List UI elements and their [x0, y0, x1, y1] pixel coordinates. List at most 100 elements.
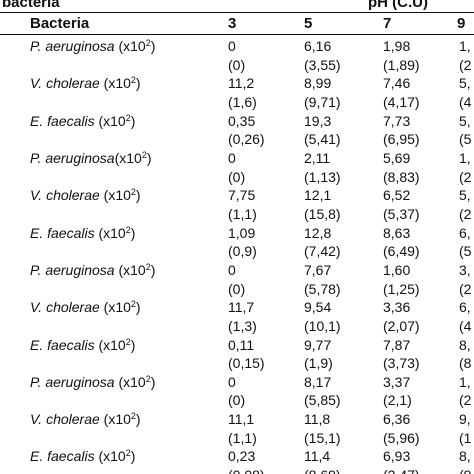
value-cell-ph-3: (1,3)	[228, 317, 257, 334]
value-cell-ph-3: 11,1	[228, 411, 255, 428]
table-row: E. faecalis (x102) 0,11 9,77 7,87 8,	[0, 336, 474, 355]
unit-exponent: 2	[125, 112, 131, 123]
unit-prefix: (x10	[94, 336, 126, 353]
table-body: P. aeruginosa (x102) 0 6,16 1,98 1, (0) (3,55)…	[0, 37, 474, 474]
value-cell-ph-3: 1,09	[228, 224, 256, 241]
species-name: P. aeruginosa	[30, 373, 115, 390]
unit-exponent: 2	[130, 411, 136, 422]
table-row: E. faecalis (x102) 0,35 19,3 7,73 5,	[0, 112, 474, 131]
value-cell-ph-7: (3,73)	[383, 355, 420, 372]
value-cell-ph-9: 8,	[459, 336, 471, 353]
value-cell-ph-7: (5,96)	[383, 429, 420, 446]
species-name: V. cholerae	[30, 411, 100, 428]
unit-prefix: (x10	[114, 373, 146, 390]
unit-close: )	[130, 336, 136, 353]
bacteria-name-cell: E. faecalis (x102)	[30, 336, 135, 354]
value-cell-ph-3: (0)	[228, 392, 246, 409]
value-cell-ph-9: (4	[459, 93, 472, 110]
value-cell-ph-5: 6,16	[304, 38, 332, 54]
value-cell-ph-7: 3,37	[383, 373, 411, 390]
table-row: (0,08) (8,69) (2,47) (9	[0, 466, 474, 474]
value-cell-ph-5: 2,11	[304, 149, 331, 166]
table-header: Bacteria 3 5 7 9	[0, 13, 474, 34]
unit-exponent: 2	[145, 38, 151, 48]
table-row: (1,1) (15,8) (5,37) (2	[0, 205, 474, 224]
unit-exponent: 2	[125, 448, 131, 459]
value-cell-ph-5: (5,78)	[304, 280, 341, 297]
value-cell-ph-9: (4	[459, 317, 472, 334]
bacteria-name-cell: V. cholerae (x102)	[30, 186, 141, 204]
unit-close: )	[130, 224, 136, 241]
unit-exponent: 2	[125, 336, 131, 347]
table-row: P. aeruginosa(x102) 0 2,11 5,69 1,	[0, 149, 474, 168]
unit-exponent: 2	[125, 224, 131, 235]
unit-close: )	[146, 149, 152, 166]
value-cell-ph-9: 5,	[459, 75, 471, 92]
species-name: E. faecalis	[30, 448, 95, 465]
value-cell-ph-5: (3,55)	[304, 56, 341, 73]
value-cell-ph-9: 1,	[459, 149, 471, 166]
value-cell-ph-3: (0,08)	[228, 466, 265, 474]
value-cell-ph-9: 5,	[459, 187, 471, 204]
value-cell-ph-9: 1,	[459, 38, 471, 54]
value-cell-ph-7: 6,93	[383, 448, 411, 465]
value-cell-ph-3: 11,2	[228, 75, 255, 92]
value-cell-ph-7: (2,47)	[383, 466, 420, 474]
value-cell-ph-9: (2	[459, 205, 472, 222]
unit-exponent: 2	[145, 261, 151, 272]
value-cell-ph-7: 3,36	[383, 299, 411, 316]
unit-exponent: 2	[141, 149, 147, 160]
table-row: P. aeruginosa (x102) 0 8,17 3,37 1,	[0, 373, 474, 392]
species-name: V. cholerae	[30, 75, 100, 92]
bacteria-name-cell: P. aeruginosa(x102)	[30, 149, 152, 167]
value-cell-ph-5: 19,3	[304, 112, 332, 129]
value-cell-ph-9: 8,	[459, 448, 471, 465]
table-row: V. cholerae (x102) 7,75 12,1 6,52 5,	[0, 186, 474, 205]
bacteria-name-cell: V. cholerae (x102)	[30, 298, 141, 316]
unit-close: )	[130, 448, 136, 465]
table-row: V. cholerae (x102) 11,7 9,54 3,36 6,	[0, 298, 474, 317]
value-cell-ph-5: 8,17	[304, 373, 332, 390]
species-name: P. aeruginosa	[30, 261, 115, 278]
unit-prefix: (x10	[99, 187, 131, 204]
unit-prefix: (x10	[94, 448, 126, 465]
table-row: (1,3) (10,1) (2,07) (4	[0, 317, 474, 336]
value-cell-ph-5: 9,54	[304, 299, 332, 316]
unit-close: )	[150, 38, 156, 54]
top-rule	[0, 12, 474, 13]
value-cell-ph-3: 11,7	[228, 299, 255, 316]
value-cell-ph-9: (2	[459, 168, 472, 185]
unit-close: )	[135, 411, 141, 428]
unit-exponent: 2	[130, 187, 136, 198]
table-row: E. faecalis (x102) 0,23 11,4 6,93 8,	[0, 447, 474, 466]
value-cell-ph-7: (8,83)	[383, 168, 420, 185]
value-cell-ph-9: (9	[459, 466, 471, 474]
caption-bacteria: bacteria	[2, 0, 60, 11]
value-cell-ph-7: 1,98	[383, 38, 411, 54]
value-cell-ph-3: 0	[228, 38, 236, 54]
species-name: E. faecalis	[30, 224, 95, 241]
table-row: (0) (3,55) (1,89) (2	[0, 56, 474, 75]
value-cell-ph-5: 12,1	[304, 187, 332, 204]
unit-prefix: (x10	[99, 411, 131, 428]
value-cell-ph-9: (8	[459, 355, 472, 372]
value-cell-ph-9: 9,	[459, 411, 471, 428]
value-cell-ph-3: 0,23	[228, 448, 256, 465]
bacteria-name-cell: E. faecalis (x102)	[30, 112, 135, 130]
value-cell-ph-3: (1,1)	[228, 205, 257, 222]
value-cell-ph-5: (9,71)	[304, 93, 341, 110]
unit-close: )	[150, 373, 156, 390]
value-cell-ph-5: (15,1)	[304, 429, 341, 446]
unit-prefix: (x10	[94, 224, 126, 241]
species-name: E. faecalis	[30, 112, 95, 129]
value-cell-ph-9: 3,	[459, 261, 471, 278]
table-row: V. cholerae (x102) 11,2 8,99 7,46 5,	[0, 74, 474, 93]
value-cell-ph-3: (0)	[228, 56, 246, 73]
value-cell-ph-9: 5,	[459, 112, 471, 129]
species-name: P. aeruginosa	[30, 38, 115, 54]
table-row: (1,1) (15,1) (5,96) (1	[0, 429, 474, 448]
value-cell-ph-9: (1	[459, 429, 472, 446]
unit-prefix: (x10	[99, 299, 131, 316]
value-cell-ph-7: (6,95)	[383, 131, 420, 148]
